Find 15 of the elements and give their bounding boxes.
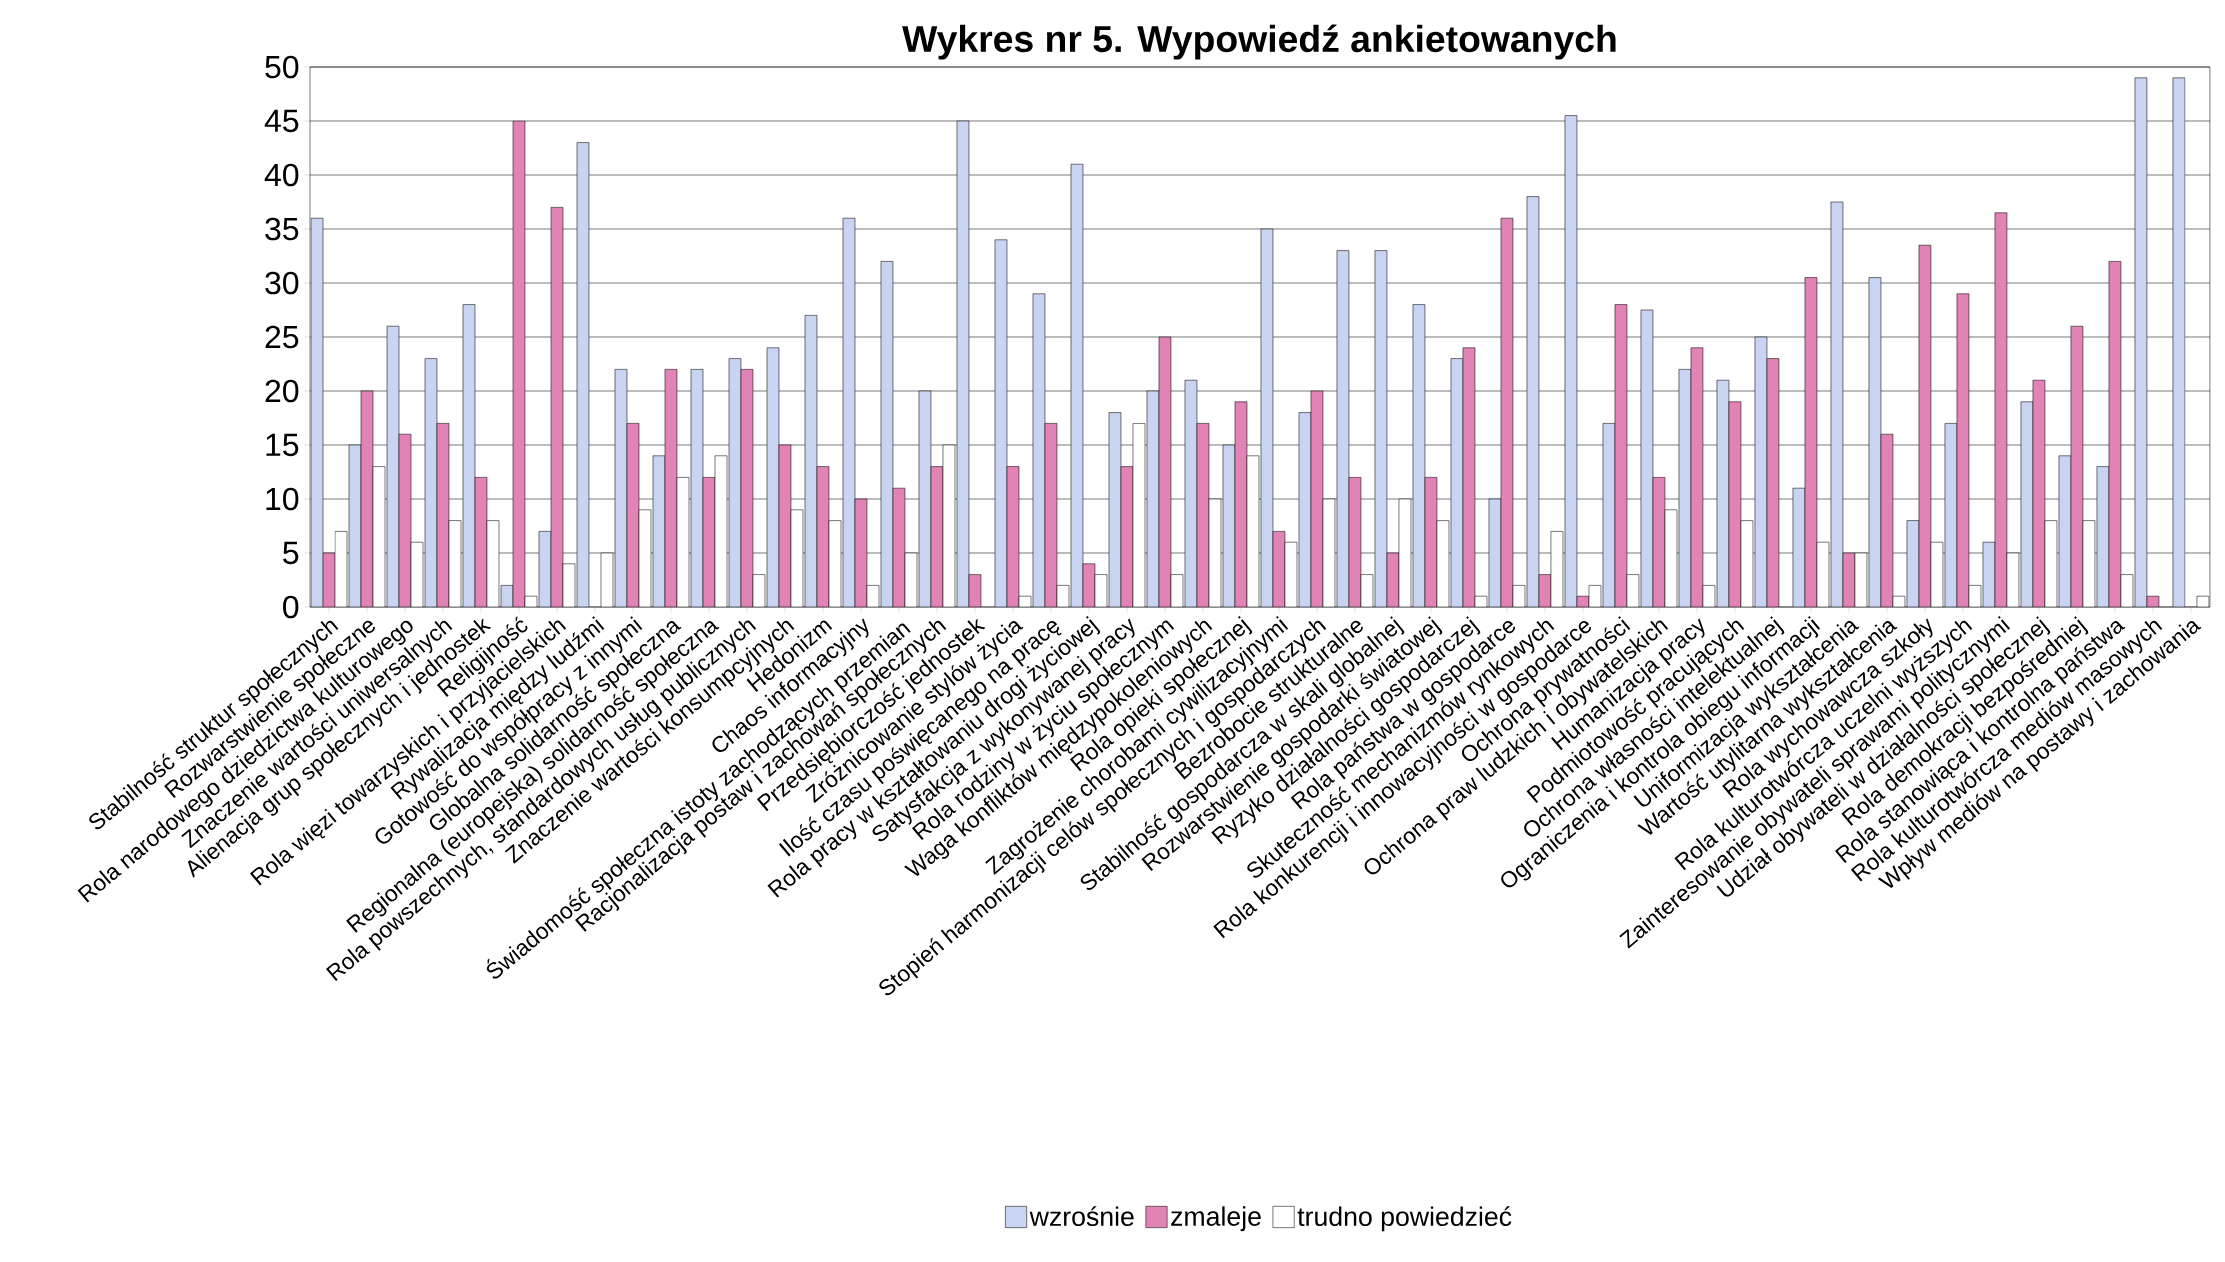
chart-title: Wykres nr 5. Wypowiedź ankietowanych [902,24,1616,60]
y-tick-label: 40 [264,163,299,187]
y-tick-label: 5 [283,541,299,565]
y-tick-label: 30 [265,271,299,295]
y-tick-label: 15 [266,433,299,457]
y-tick-label: 10 [266,487,299,511]
y-tick-label: 35 [265,217,299,241]
y-tick-label: 0 [283,595,299,619]
y-tick-label: 20 [265,379,299,403]
y-tick-label: 50 [265,55,299,79]
y-tick-label: 45 [264,109,299,133]
legend-label: wzrośnie [1029,1206,1134,1227]
legend-label: zmaleje [1171,1206,1261,1232]
y-tick-label: 25 [265,325,299,349]
legend-label: trudno powiedzieć [1297,1206,1512,1232]
